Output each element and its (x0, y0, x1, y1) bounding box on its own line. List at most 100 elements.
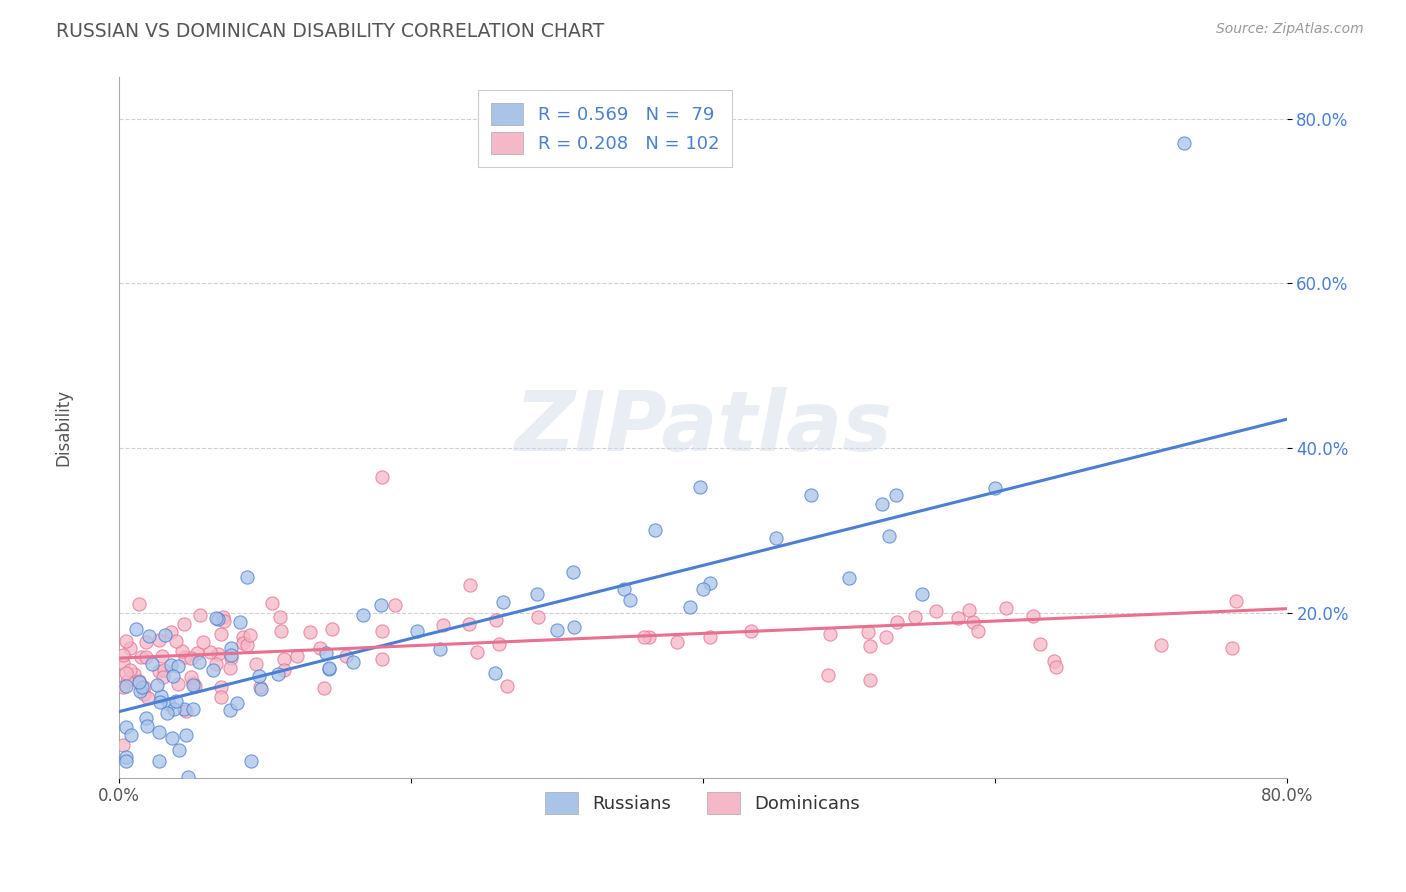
Point (384, 598, 406, 612)
Point (183, 679, 205, 693)
Point (260, 596, 283, 610)
Point (886, 615, 908, 630)
Point (1173, 136, 1195, 151)
Point (995, 601, 1018, 615)
Point (207, 612, 229, 626)
Point (169, 743, 191, 757)
Point (148, 695, 170, 709)
Point (321, 622, 343, 636)
Point (962, 615, 984, 630)
Legend: Russians, Dominicans: Russians, Dominicans (534, 780, 870, 824)
Point (496, 679, 519, 693)
Point (135, 711, 157, 725)
Point (226, 696, 249, 710)
Point (983, 482, 1005, 496)
Point (169, 785, 191, 799)
Text: ZIPatlas: ZIPatlas (513, 387, 891, 468)
Point (870, 497, 893, 511)
Point (128, 684, 150, 698)
Point (125, 623, 148, 637)
Point (112, 738, 135, 752)
Point (247, 668, 270, 682)
Point (335, 648, 357, 663)
Point (180, 670, 202, 684)
Point (129, 649, 152, 664)
Point (546, 623, 568, 637)
Point (198, 645, 221, 659)
Point (115, 754, 138, 768)
Point (173, 702, 195, 716)
Point (903, 610, 925, 624)
Point (135, 650, 157, 665)
Point (150, 648, 173, 663)
Point (212, 614, 235, 628)
Text: RUSSIAN VS DOMINICAN DISABILITY CORRELATION CHART: RUSSIAN VS DOMINICAN DISABILITY CORRELAT… (56, 22, 605, 41)
Point (163, 702, 186, 716)
Point (204, 657, 226, 671)
Point (818, 627, 841, 641)
Point (155, 628, 177, 642)
Point (232, 630, 254, 644)
Point (181, 701, 204, 715)
Point (740, 624, 762, 638)
Point (236, 570, 259, 584)
Point (875, 630, 897, 644)
Point (180, 651, 202, 665)
Point (270, 624, 292, 638)
Point (128, 673, 150, 688)
Point (212, 610, 235, 624)
Point (219, 661, 242, 675)
Point (1022, 608, 1045, 623)
Point (120, 663, 142, 677)
Point (209, 627, 232, 641)
Point (204, 611, 226, 625)
Point (167, 659, 190, 673)
Point (689, 480, 711, 494)
Point (484, 666, 506, 681)
Point (1220, 640, 1243, 655)
Point (148, 632, 170, 647)
Point (172, 644, 194, 658)
Point (859, 639, 882, 653)
Point (817, 668, 839, 682)
Point (141, 657, 163, 671)
Point (957, 603, 980, 617)
Point (1043, 654, 1066, 668)
Point (911, 587, 934, 601)
Point (115, 665, 138, 680)
Point (115, 750, 138, 764)
Point (148, 754, 170, 768)
Point (239, 628, 262, 642)
Point (458, 578, 481, 592)
Point (699, 630, 721, 644)
Point (692, 582, 714, 596)
Point (148, 725, 170, 739)
Point (312, 681, 335, 695)
Point (229, 615, 252, 630)
Point (157, 697, 180, 711)
Point (114, 634, 136, 648)
Point (967, 624, 990, 638)
Point (162, 669, 184, 683)
Point (188, 655, 211, 669)
Point (112, 648, 135, 662)
Point (699, 576, 721, 591)
Point (562, 565, 585, 579)
Point (273, 652, 295, 666)
Point (1225, 594, 1247, 608)
Point (619, 593, 641, 607)
Point (138, 629, 160, 643)
Point (112, 680, 135, 694)
Point (352, 607, 374, 622)
Point (160, 624, 183, 639)
Point (370, 652, 392, 666)
Point (406, 624, 429, 638)
Point (564, 620, 586, 634)
Point (174, 649, 197, 664)
Point (165, 694, 187, 708)
Point (1028, 637, 1050, 651)
Point (273, 664, 295, 678)
Point (112, 656, 135, 670)
Point (219, 703, 242, 717)
Point (1045, 659, 1067, 673)
